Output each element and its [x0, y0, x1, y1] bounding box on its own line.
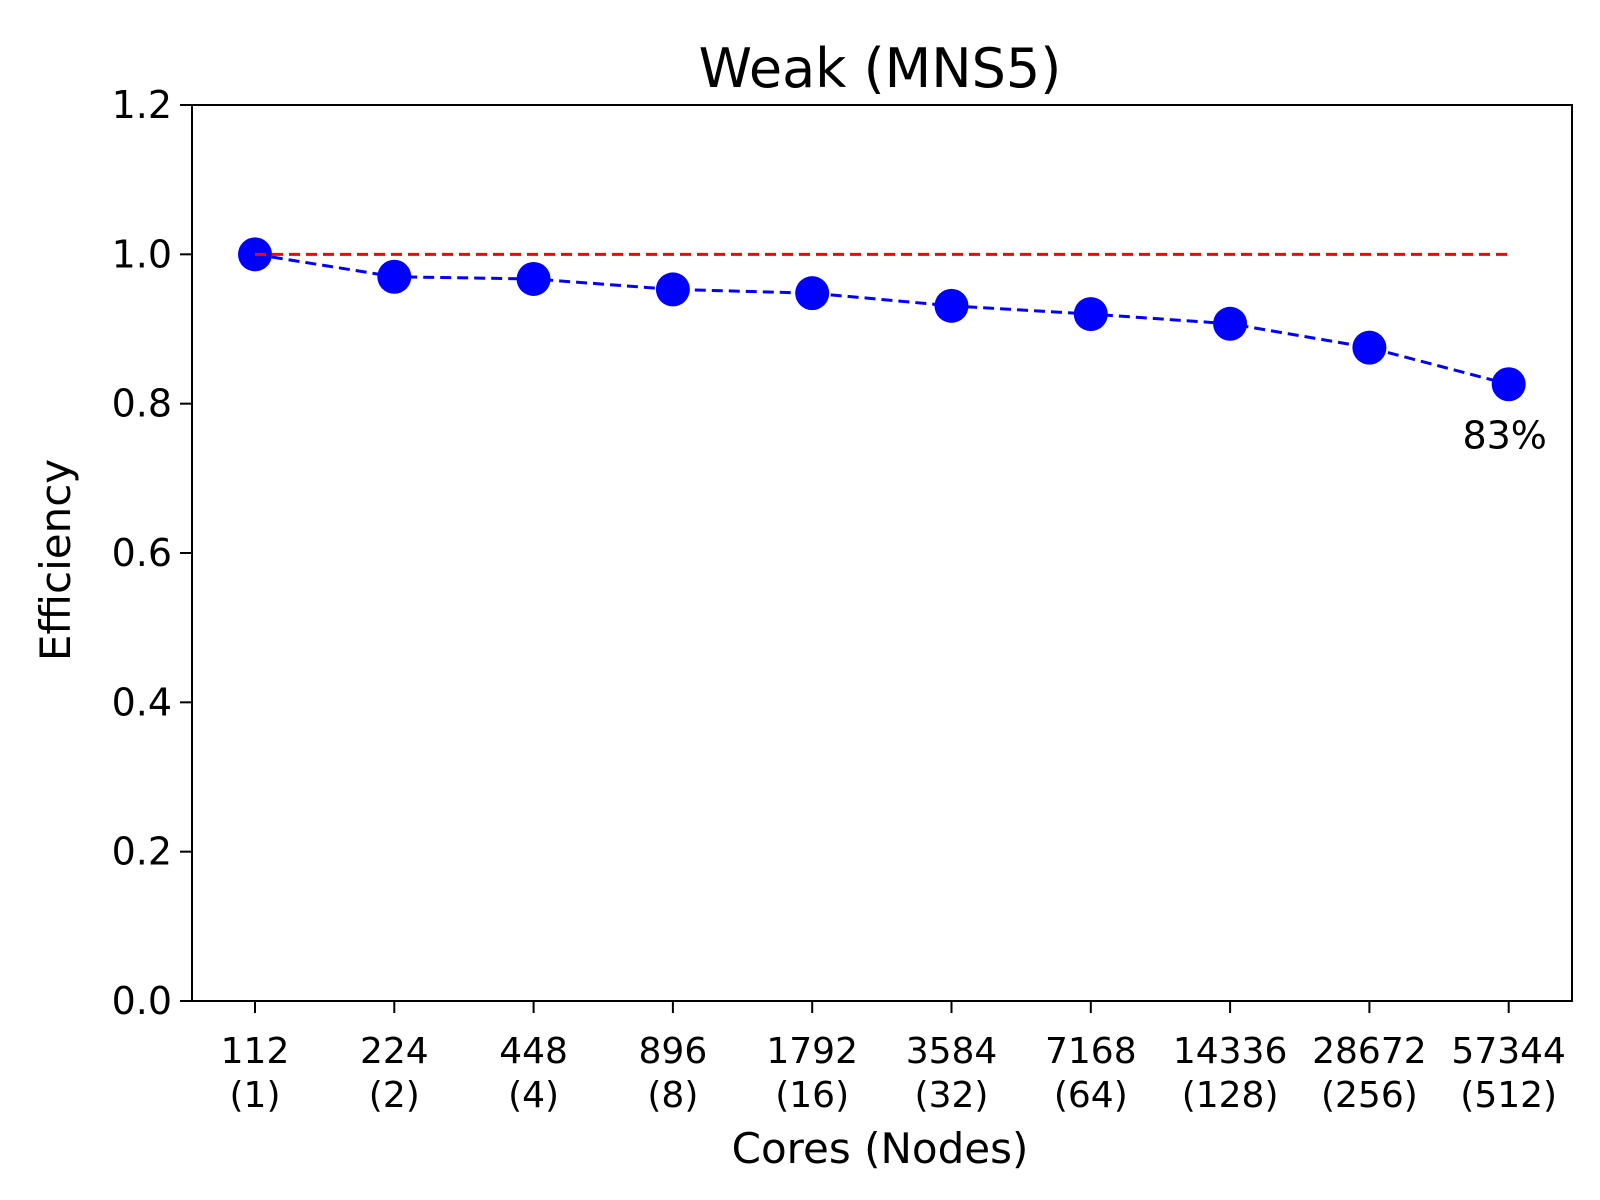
series-point-0	[516, 261, 551, 296]
y-axis-label: Efficiency	[31, 459, 80, 661]
series-point-0	[934, 288, 969, 323]
series-point-0	[1073, 297, 1108, 332]
x-tick-label-nodes: (256)	[1321, 1075, 1418, 1116]
y-tick-label: 1.0	[112, 232, 172, 276]
x-tick-label-nodes: (1)	[230, 1075, 281, 1116]
y-tick-label: 0.8	[112, 382, 172, 426]
series-point-0	[1491, 367, 1526, 402]
x-tick-label-cores: 14336	[1173, 1031, 1288, 1072]
x-tick-label-nodes: (8)	[647, 1075, 698, 1116]
series-point-0	[795, 276, 830, 311]
x-axis-label: Cores (Nodes)	[732, 1124, 1029, 1173]
series-line-0	[254, 252, 1510, 386]
x-tick-label-cores: 1792	[766, 1031, 858, 1072]
x-tick-label-nodes: (4)	[508, 1075, 559, 1116]
x-tick-label-nodes: (64)	[1054, 1075, 1128, 1116]
x-tick-label-cores: 896	[639, 1031, 708, 1072]
x-tick-label-nodes: (128)	[1182, 1075, 1279, 1116]
x-tick-label-cores: 7168	[1045, 1031, 1137, 1072]
series-point-0	[377, 259, 412, 294]
annotation-label: 83%	[1462, 413, 1546, 457]
x-tick-label-nodes: (32)	[915, 1075, 989, 1116]
x-tick-label-cores: 57344	[1451, 1031, 1566, 1072]
y-tick-label: 1.2	[112, 83, 172, 127]
x-tick-label-cores: 224	[360, 1031, 429, 1072]
x-tick-label-nodes: (16)	[775, 1075, 849, 1116]
y-tick-label: 0.2	[112, 830, 172, 874]
plot-frame	[191, 104, 1573, 1002]
series-point-0	[1352, 330, 1387, 365]
x-tick-label-cores: 3584	[906, 1031, 998, 1072]
y-tick-label: 0.4	[112, 680, 172, 724]
x-tick-label-nodes: (512)	[1460, 1075, 1557, 1116]
x-tick-label-cores: 448	[499, 1031, 568, 1072]
x-tick-label-cores: 112	[221, 1031, 290, 1072]
series-point-0	[1213, 306, 1248, 341]
y-tick-label: 0.0	[112, 979, 172, 1023]
chart-title: Weak (MNS5)	[699, 37, 1062, 100]
y-tick-label: 0.6	[112, 531, 172, 575]
x-tick-label-cores: 28672	[1312, 1031, 1427, 1072]
series-point-0	[655, 272, 690, 307]
x-tick-label-nodes: (2)	[369, 1075, 420, 1116]
